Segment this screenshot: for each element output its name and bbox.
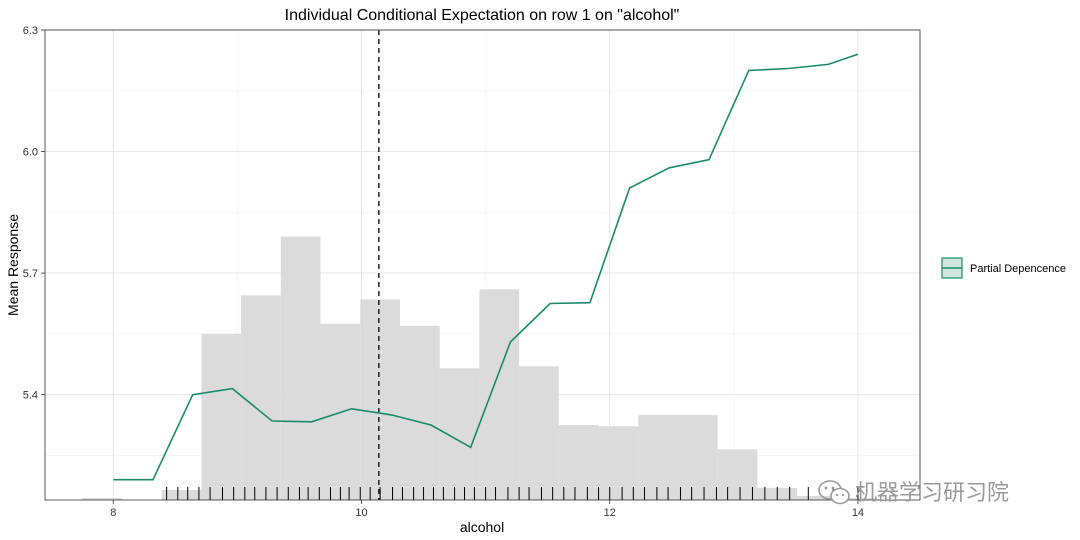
histogram-bar: [399, 325, 440, 500]
histogram-bar: [797, 495, 837, 500]
histogram-bar: [280, 236, 321, 500]
histogram-bar: [836, 497, 877, 500]
histogram-bar: [161, 489, 202, 500]
histogram-bar: [558, 425, 599, 500]
y-tick-label: 5.4: [23, 390, 38, 402]
chart-title: Individual Conditional Expectation on ro…: [285, 7, 680, 24]
x-tick-label: 14: [852, 507, 864, 519]
histogram-bar: [598, 426, 639, 500]
histogram-bar: [201, 333, 242, 500]
x-axis-ticks: 8 10 12 14: [110, 500, 864, 519]
rug-marks: [166, 487, 859, 500]
legend-label: Partial Depencence: [970, 263, 1066, 275]
legend: Partial Depencence: [941, 257, 1066, 279]
histogram-bar: [241, 295, 281, 500]
x-tick-label: 12: [604, 507, 616, 519]
watermark: 机器学习研习院: [818, 480, 1009, 505]
histogram-bar: [82, 497, 122, 500]
x-tick-label: 8: [110, 507, 116, 519]
plot-border: [44, 29, 921, 501]
x-axis-label: alcohol: [460, 519, 504, 535]
y-axis-label: Mean Response: [5, 214, 21, 316]
histogram-bar: [479, 289, 520, 500]
plot-area: [44, 29, 921, 501]
x-tick-label: 10: [355, 507, 367, 519]
wechat-icon: [818, 480, 850, 505]
y-tick-label: 6.0: [23, 147, 38, 159]
histogram-bar: [360, 299, 400, 500]
histogram: [82, 236, 877, 500]
partial-dependence-line: [113, 53, 859, 481]
y-tick-label: 6.3: [23, 25, 38, 37]
y-axis-ticks: 5.4 5.7 6.0 6.3: [23, 25, 45, 402]
histogram-bar: [638, 414, 678, 500]
histogram-bar: [717, 449, 758, 500]
watermark-text: 机器学习研习院: [855, 480, 1009, 505]
histogram-bar: [677, 414, 718, 500]
y-tick-label: 5.7: [23, 268, 38, 280]
histogram-bar: [439, 368, 480, 500]
histogram-bar: [519, 366, 559, 500]
